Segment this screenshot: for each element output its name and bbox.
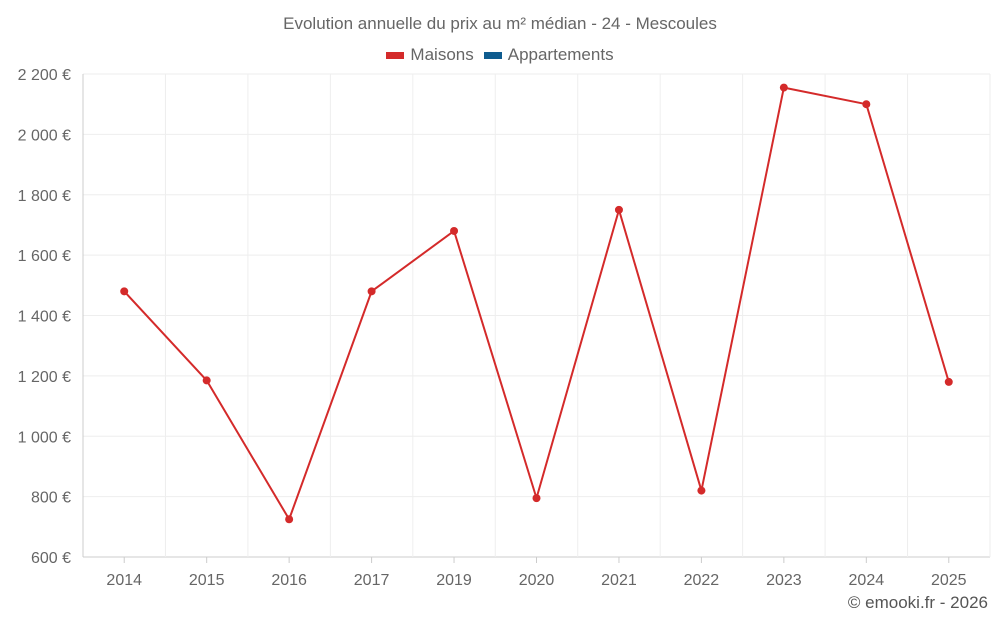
data-point-maisons-2025[interactable]: [944, 377, 953, 386]
x-tick-label: 2020: [519, 572, 555, 589]
legend-item-maisons[interactable]: Maisons: [386, 45, 474, 65]
x-tick-label: 2015: [189, 572, 225, 589]
legend-swatch-maisons: [386, 51, 405, 59]
y-tick-label: 1 600 €: [18, 248, 71, 265]
x-axis: 2014 2015 2016 2017 2019 2020 2021 2022 2023 2024…: [106, 557, 967, 589]
y-tick-label: 1 200 €: [18, 369, 71, 386]
legend-label-appartements: Appartements: [507, 45, 614, 64]
data-point-maisons-2023[interactable]: [779, 83, 788, 92]
data-point-maisons-2017[interactable]: [367, 287, 376, 296]
x-tick-label: 2022: [684, 572, 720, 589]
data-point-maisons-2016[interactable]: [285, 515, 294, 524]
x-tick-label: 2014: [106, 572, 142, 589]
credit-text: © emooki.fr - 2026: [847, 593, 988, 612]
legend-label-maisons: Maisons: [410, 45, 474, 64]
data-point-maisons-2020[interactable]: [532, 494, 541, 503]
x-tick-label: 2021: [601, 572, 637, 589]
data-point-maisons-2014[interactable]: [120, 287, 129, 296]
chart-title: Evolution annuelle du prix au m² médian …: [283, 14, 717, 33]
x-tick-label: 2019: [436, 572, 472, 589]
y-tick-label: 2 000 €: [18, 127, 71, 144]
y-tick-label: 1 400 €: [18, 309, 71, 326]
y-tick-label: 2 200 €: [18, 67, 71, 84]
series-group: [120, 83, 953, 524]
y-axis: 600 € 800 € 1 000 € 1 200 € 1 400 € 1 600 € 1 …: [18, 67, 71, 567]
legend-item-appartements[interactable]: Appartements: [483, 45, 614, 65]
y-tick-label: 1 000 €: [18, 429, 71, 446]
x-tick-label: 2016: [271, 572, 307, 589]
y-tick-label: 600 €: [31, 550, 71, 567]
data-point-maisons-2015[interactable]: [202, 376, 211, 385]
x-tick-label: 2017: [354, 572, 390, 589]
data-point-maisons-2024[interactable]: [862, 100, 871, 109]
y-tick-label: 800 €: [31, 490, 71, 507]
data-point-maisons-2019[interactable]: [450, 226, 459, 235]
data-point-maisons-2021[interactable]: [614, 205, 623, 214]
x-tick-label: 2025: [931, 572, 967, 589]
x-tick-label: 2023: [766, 572, 802, 589]
data-point-maisons-2022[interactable]: [697, 486, 706, 495]
y-tick-label: 1 800 €: [18, 188, 71, 205]
x-tick-label: 2024: [849, 572, 885, 589]
grid-lines: [82, 73, 991, 558]
legend-swatch-appartements: [483, 51, 502, 59]
chart-legend: Maisons Appartements: [0, 45, 1000, 65]
